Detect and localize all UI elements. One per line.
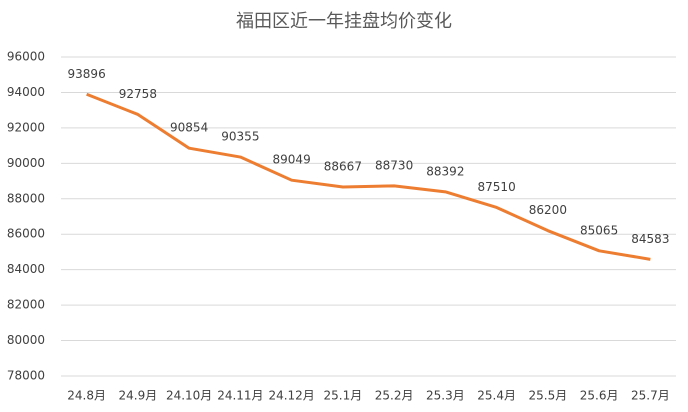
x-tick-label: 24.10月 bbox=[166, 389, 212, 403]
data-label: 89049 bbox=[273, 153, 311, 167]
line bbox=[86, 92, 651, 261]
data-label: 93896 bbox=[68, 67, 106, 81]
y-tick-label: 88000 bbox=[7, 191, 45, 205]
y-tick-label: 84000 bbox=[7, 262, 45, 276]
data-label: 84583 bbox=[631, 232, 669, 246]
x-tick-label: 25.2月 bbox=[375, 389, 414, 403]
chart-title: 福田区近一年挂盘均价变化 bbox=[236, 11, 452, 32]
data-label: 88667 bbox=[324, 159, 362, 173]
data-label: 88730 bbox=[375, 158, 413, 172]
y-tick-label: 96000 bbox=[7, 50, 45, 64]
x-tick-label: 24.8月 bbox=[67, 389, 106, 403]
y-tick-label: 80000 bbox=[7, 333, 45, 347]
x-tick-label: 25.1月 bbox=[324, 389, 363, 403]
data-label: 87510 bbox=[478, 180, 516, 194]
x-tick-label: 25.3月 bbox=[426, 389, 465, 403]
data-label: 86200 bbox=[529, 203, 567, 217]
x-tick-label: 24.9月 bbox=[119, 389, 158, 403]
y-tick-label: 86000 bbox=[7, 227, 45, 241]
x-tick-label: 25.4月 bbox=[477, 389, 516, 403]
y-tick-label: 78000 bbox=[7, 369, 45, 383]
y-tick-label: 82000 bbox=[7, 298, 45, 312]
data-label: 88392 bbox=[426, 164, 464, 178]
y-tick-label: 90000 bbox=[7, 156, 45, 170]
y-tick-label: 94000 bbox=[7, 85, 45, 99]
data-label: 85065 bbox=[580, 223, 618, 237]
x-tick-label: 25.5月 bbox=[529, 389, 568, 403]
data-label: 90355 bbox=[221, 130, 259, 144]
data-label: 92758 bbox=[119, 87, 157, 101]
x-tick-label: 24.11月 bbox=[217, 389, 263, 403]
y-tick-label: 92000 bbox=[7, 120, 45, 134]
x-tick-label: 25.7月 bbox=[631, 389, 670, 403]
x-tick-label: 25.6月 bbox=[580, 389, 619, 403]
data-label: 90854 bbox=[170, 121, 208, 135]
x-tick-label: 24.12月 bbox=[268, 389, 314, 403]
